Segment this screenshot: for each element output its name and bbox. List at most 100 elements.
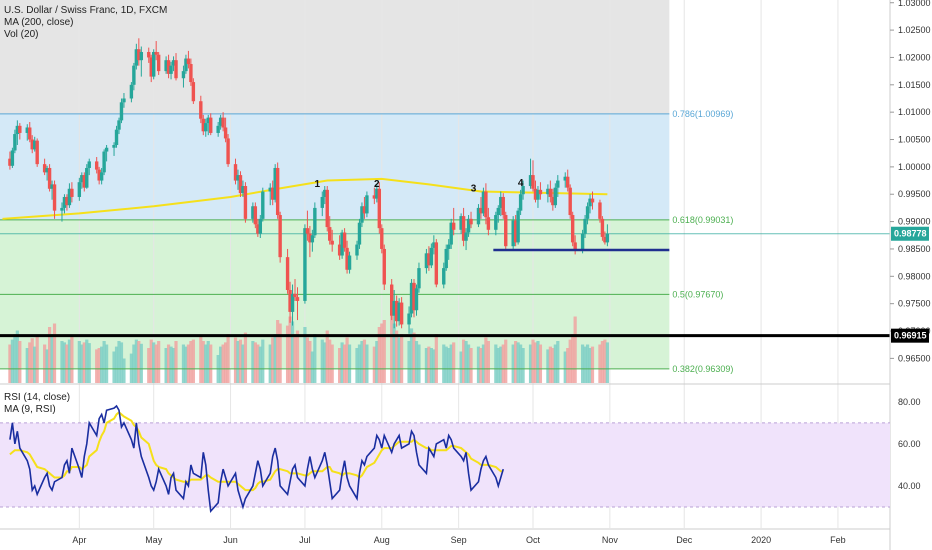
volume-bar [28,342,32,383]
candle-body [588,198,592,207]
candle-body [77,182,82,197]
candle [139,46,144,77]
candle-body [528,175,533,187]
candle [238,171,243,197]
candle-body [424,253,429,269]
candle-body [139,51,144,61]
candle [340,229,344,259]
volume-bar [580,344,585,383]
candle-body [216,125,220,133]
candle [184,54,188,74]
candle [117,117,121,135]
month-label: Jun [223,535,238,545]
candle [171,56,176,72]
candle [444,244,448,271]
candle [469,211,473,229]
rsi-ma-line [9,411,504,492]
candle [330,229,334,252]
candle-body [583,218,587,234]
candle [521,180,525,200]
candle [556,175,560,197]
candle-body [521,186,525,195]
volume-bar [598,344,602,383]
candle-body [52,184,57,211]
candle-body [18,125,22,133]
rsi-legend-label[interactable]: RSI (14, close) [4,392,71,403]
candle-body [323,189,327,197]
candle-body [345,247,349,270]
candle-body [605,233,610,243]
volume-bar [117,341,121,383]
volume-bar [585,344,590,383]
candle [407,306,411,334]
candle [325,186,329,232]
rsi-line [9,404,505,514]
candle [278,211,282,263]
volume-bar [519,344,523,383]
candle [10,147,15,168]
candle-body [516,210,520,243]
candle [516,207,520,245]
volume-bar [382,320,386,383]
volume-bar [273,334,277,383]
candle-body [236,175,240,181]
candle [290,284,295,326]
candle [362,196,367,219]
candle [251,202,255,223]
candle-body [119,102,124,121]
volume-bar [395,330,399,383]
candle-body [442,268,446,285]
candle-body [156,54,161,72]
volume-bar [261,339,265,383]
volume-legend[interactable]: Vol (20) [4,29,39,40]
candle [154,41,158,61]
candle [511,216,515,249]
candle-body [392,300,396,316]
candle-body [181,71,186,79]
fib-level-label: 0.5(0.97670) [672,289,723,299]
volume-bar [288,316,292,383]
candle-body [372,195,377,199]
month-label: Nov [602,535,619,545]
volume-bar [105,344,109,383]
candle [504,211,508,251]
candle [409,279,414,318]
candle-body [117,120,121,130]
volume-bar [174,341,178,383]
time-axis[interactable]: Apr May Jun Jul Aug Sep Oct Nov Dec 2020 Feb [0,528,890,545]
volume-bar [62,342,67,383]
candle [499,191,503,217]
candle [201,114,205,136]
rsi-ma-legend-label[interactable]: MA (9, RSI) [4,404,56,415]
volume-bar [434,334,438,383]
candle-body [154,51,158,55]
wave-label: 3 [471,184,477,195]
volume-bar [233,337,238,383]
candle [417,262,421,293]
candle [35,138,39,167]
symbol-title[interactable]: U.S. Dollar / Swiss Franc, 1D, FXCM [4,5,168,16]
candle [147,47,151,63]
wave-labels: 1 2 3 4 [315,178,524,194]
candle-body [149,57,153,77]
candle [598,199,602,223]
volume-bar [469,348,473,383]
volume-bar [114,346,119,383]
candle [28,122,32,143]
candle-body [412,282,416,311]
candle-body [340,232,344,256]
candle-body [261,191,265,219]
price-tick-label: 0.96500 [898,353,931,363]
candle-body [271,187,275,200]
candlesticks[interactable] [8,38,610,334]
candle-body [94,161,99,170]
key-level-tag: 0.96915 [891,328,929,343]
candle [451,207,456,236]
volume-bar [461,339,466,383]
ma-legend[interactable]: MA (200, close) [4,17,74,28]
volume-bar [149,339,153,383]
candle [261,187,265,222]
candle-body [432,242,436,248]
